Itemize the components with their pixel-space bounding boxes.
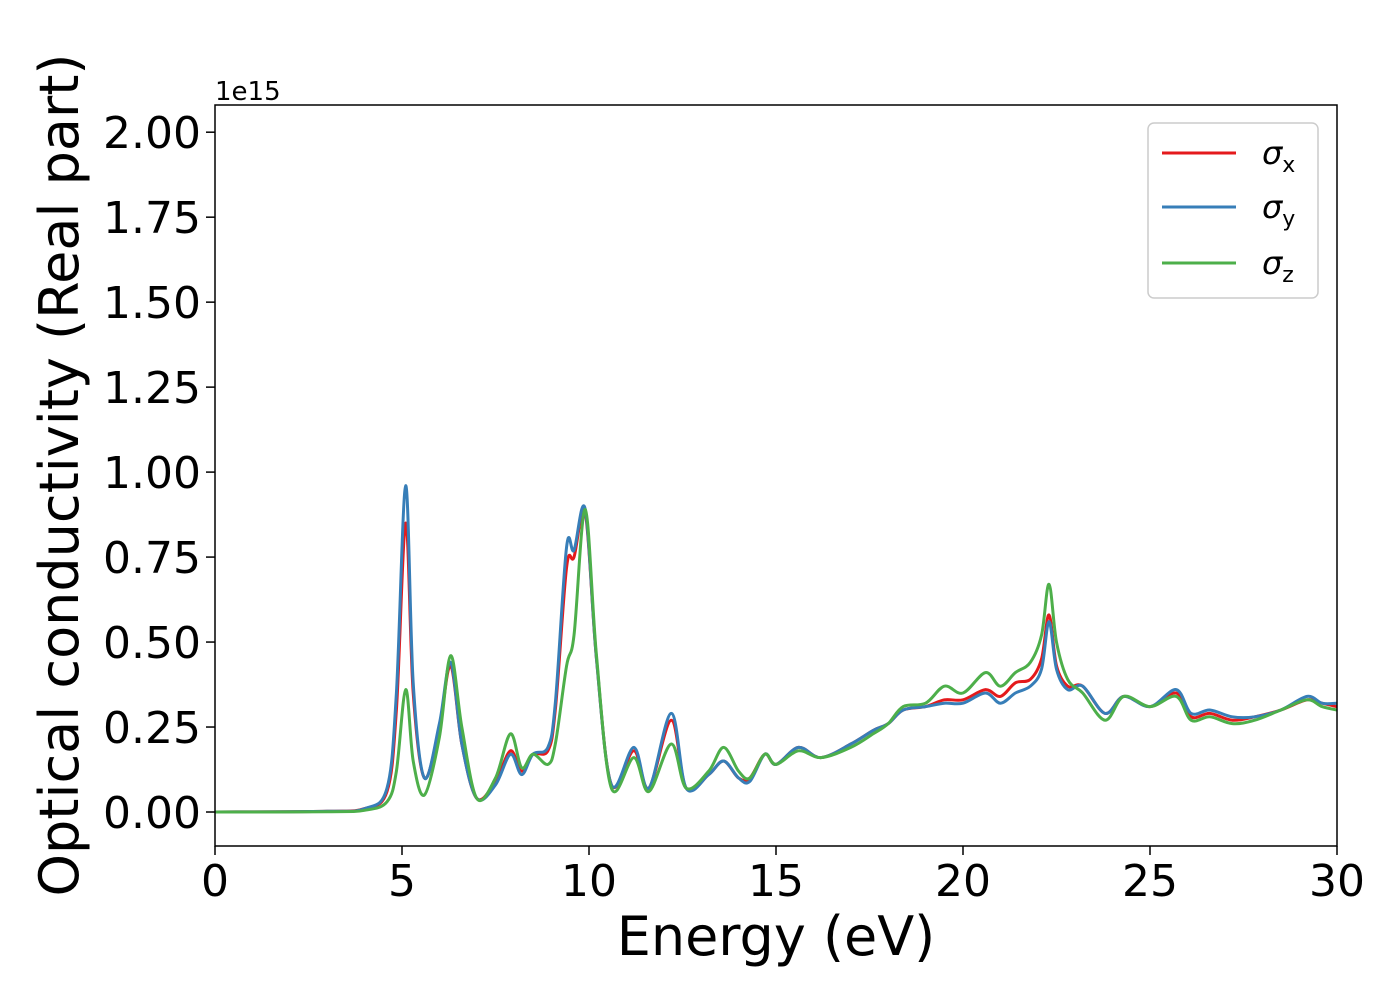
- legend-label-y: σy: [1262, 188, 1295, 232]
- y-tick-label: 1.75: [103, 193, 201, 244]
- legend: σx σy σz: [1147, 122, 1319, 299]
- x-tick-label: 25: [1122, 856, 1178, 907]
- x-axis-label: Energy (eV): [617, 905, 936, 968]
- legend-label-x: σx: [1262, 134, 1295, 178]
- legend-box: [1147, 122, 1319, 299]
- y-tick-label: 0.75: [103, 533, 201, 584]
- plot-frame: [214, 104, 1338, 847]
- y-tick-label: 1.25: [103, 363, 201, 414]
- y-tick-label: 0.50: [103, 618, 201, 669]
- x-tick-label: 0: [201, 856, 229, 907]
- y-tick-label: 1.00: [103, 448, 201, 499]
- x-tick-label: 5: [388, 856, 416, 907]
- x-tick-label: 30: [1309, 856, 1365, 907]
- x-axis-ticks: 0 5 10 15 20 25 30: [201, 846, 1365, 907]
- legend-label-z: σz: [1262, 244, 1294, 288]
- y-axis-label: Optical conductivity (Real part): [28, 54, 91, 897]
- y-axis-ticks: 0.00 0.25 0.50 0.75 1.00 1.25 1.50 1.75 2.00: [103, 108, 215, 839]
- y-tick-label: 0.25: [103, 703, 201, 754]
- x-tick-label: 15: [748, 856, 804, 907]
- y-tick-label: 1.50: [103, 278, 201, 329]
- series-line-sigma-z: [214, 507, 1338, 814]
- y-tick-label: 2.00: [103, 108, 201, 159]
- y-tick-label: 0.00: [103, 788, 201, 839]
- plot-series: [214, 484, 1338, 814]
- y-offset-label: 1e15: [215, 77, 281, 107]
- x-tick-label: 10: [561, 856, 617, 907]
- series-line-sigma-x: [214, 508, 1338, 814]
- x-tick-label: 20: [935, 856, 991, 907]
